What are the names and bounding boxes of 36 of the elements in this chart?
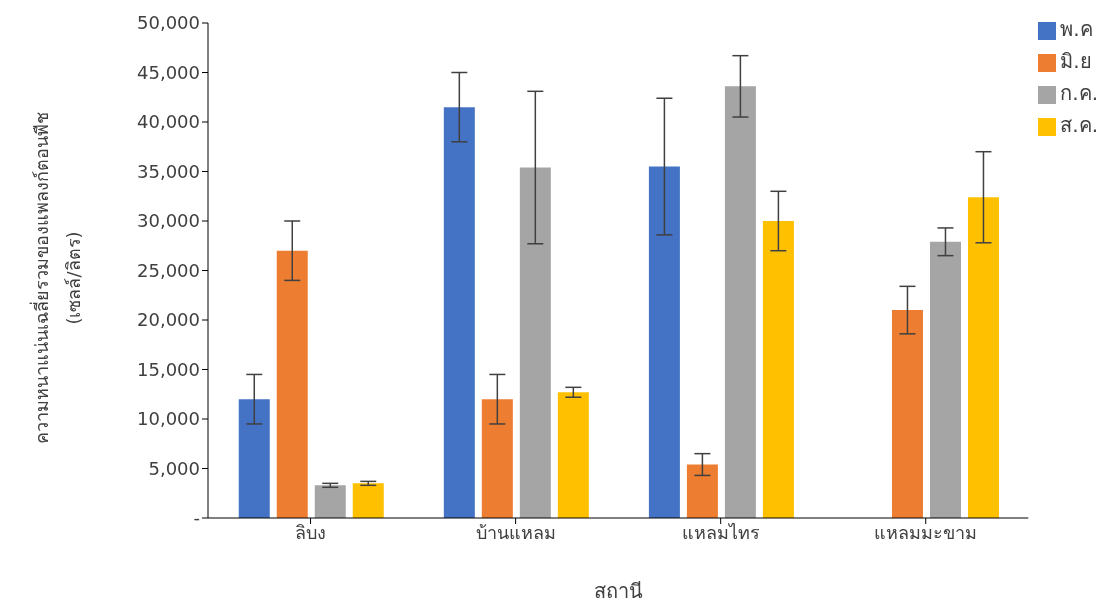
- x-axis-title: สถานี: [593, 579, 643, 603]
- y-tick-label: 40,000: [137, 111, 200, 133]
- y-tick-label: 10,000: [137, 408, 200, 430]
- bar: [929, 241, 961, 518]
- y-tick-label: 45,000: [137, 61, 200, 83]
- legend-label: ก.ค.: [1060, 81, 1098, 105]
- bar: [762, 221, 794, 518]
- bar: [724, 86, 756, 518]
- y-tick-label: 25,000: [137, 259, 200, 281]
- x-tick-label: แหลมไทร: [681, 521, 760, 543]
- bar: [891, 310, 923, 518]
- legend-label: พ.ค: [1060, 17, 1093, 41]
- y-tick-label: 30,000: [137, 210, 200, 232]
- y-tick-label: -: [193, 507, 200, 529]
- bar: [967, 197, 999, 518]
- y-tick-label: 35,000: [137, 160, 200, 182]
- bar: [519, 167, 551, 518]
- y-axis-title: ความหนาแน่นเฉลี่ยรวมของแพลงก์ตอนพืช (เซลล์/ลิตร): [29, 112, 84, 444]
- x-tick-label: ลิบง: [295, 521, 327, 543]
- bar: [443, 107, 475, 518]
- bar: [557, 392, 589, 518]
- bar: [648, 166, 680, 518]
- bar: [238, 399, 270, 518]
- bar: [276, 250, 308, 518]
- y-tick-label: 50,000: [137, 12, 200, 34]
- bar: [481, 399, 513, 518]
- x-tick-label: บ้านแหลม: [475, 521, 556, 543]
- y-tick-label: 15,000: [137, 358, 200, 380]
- x-tick-label: แหลมมะขาม: [874, 521, 978, 543]
- y-tick-label: 5,000: [148, 457, 200, 479]
- y-tick-label: 20,000: [137, 309, 200, 331]
- bar: [686, 464, 718, 518]
- legend-label: มิ.ย: [1060, 49, 1092, 73]
- legend-label: ส.ค.: [1060, 113, 1098, 137]
- bar: [314, 485, 346, 518]
- bar: [352, 483, 384, 518]
